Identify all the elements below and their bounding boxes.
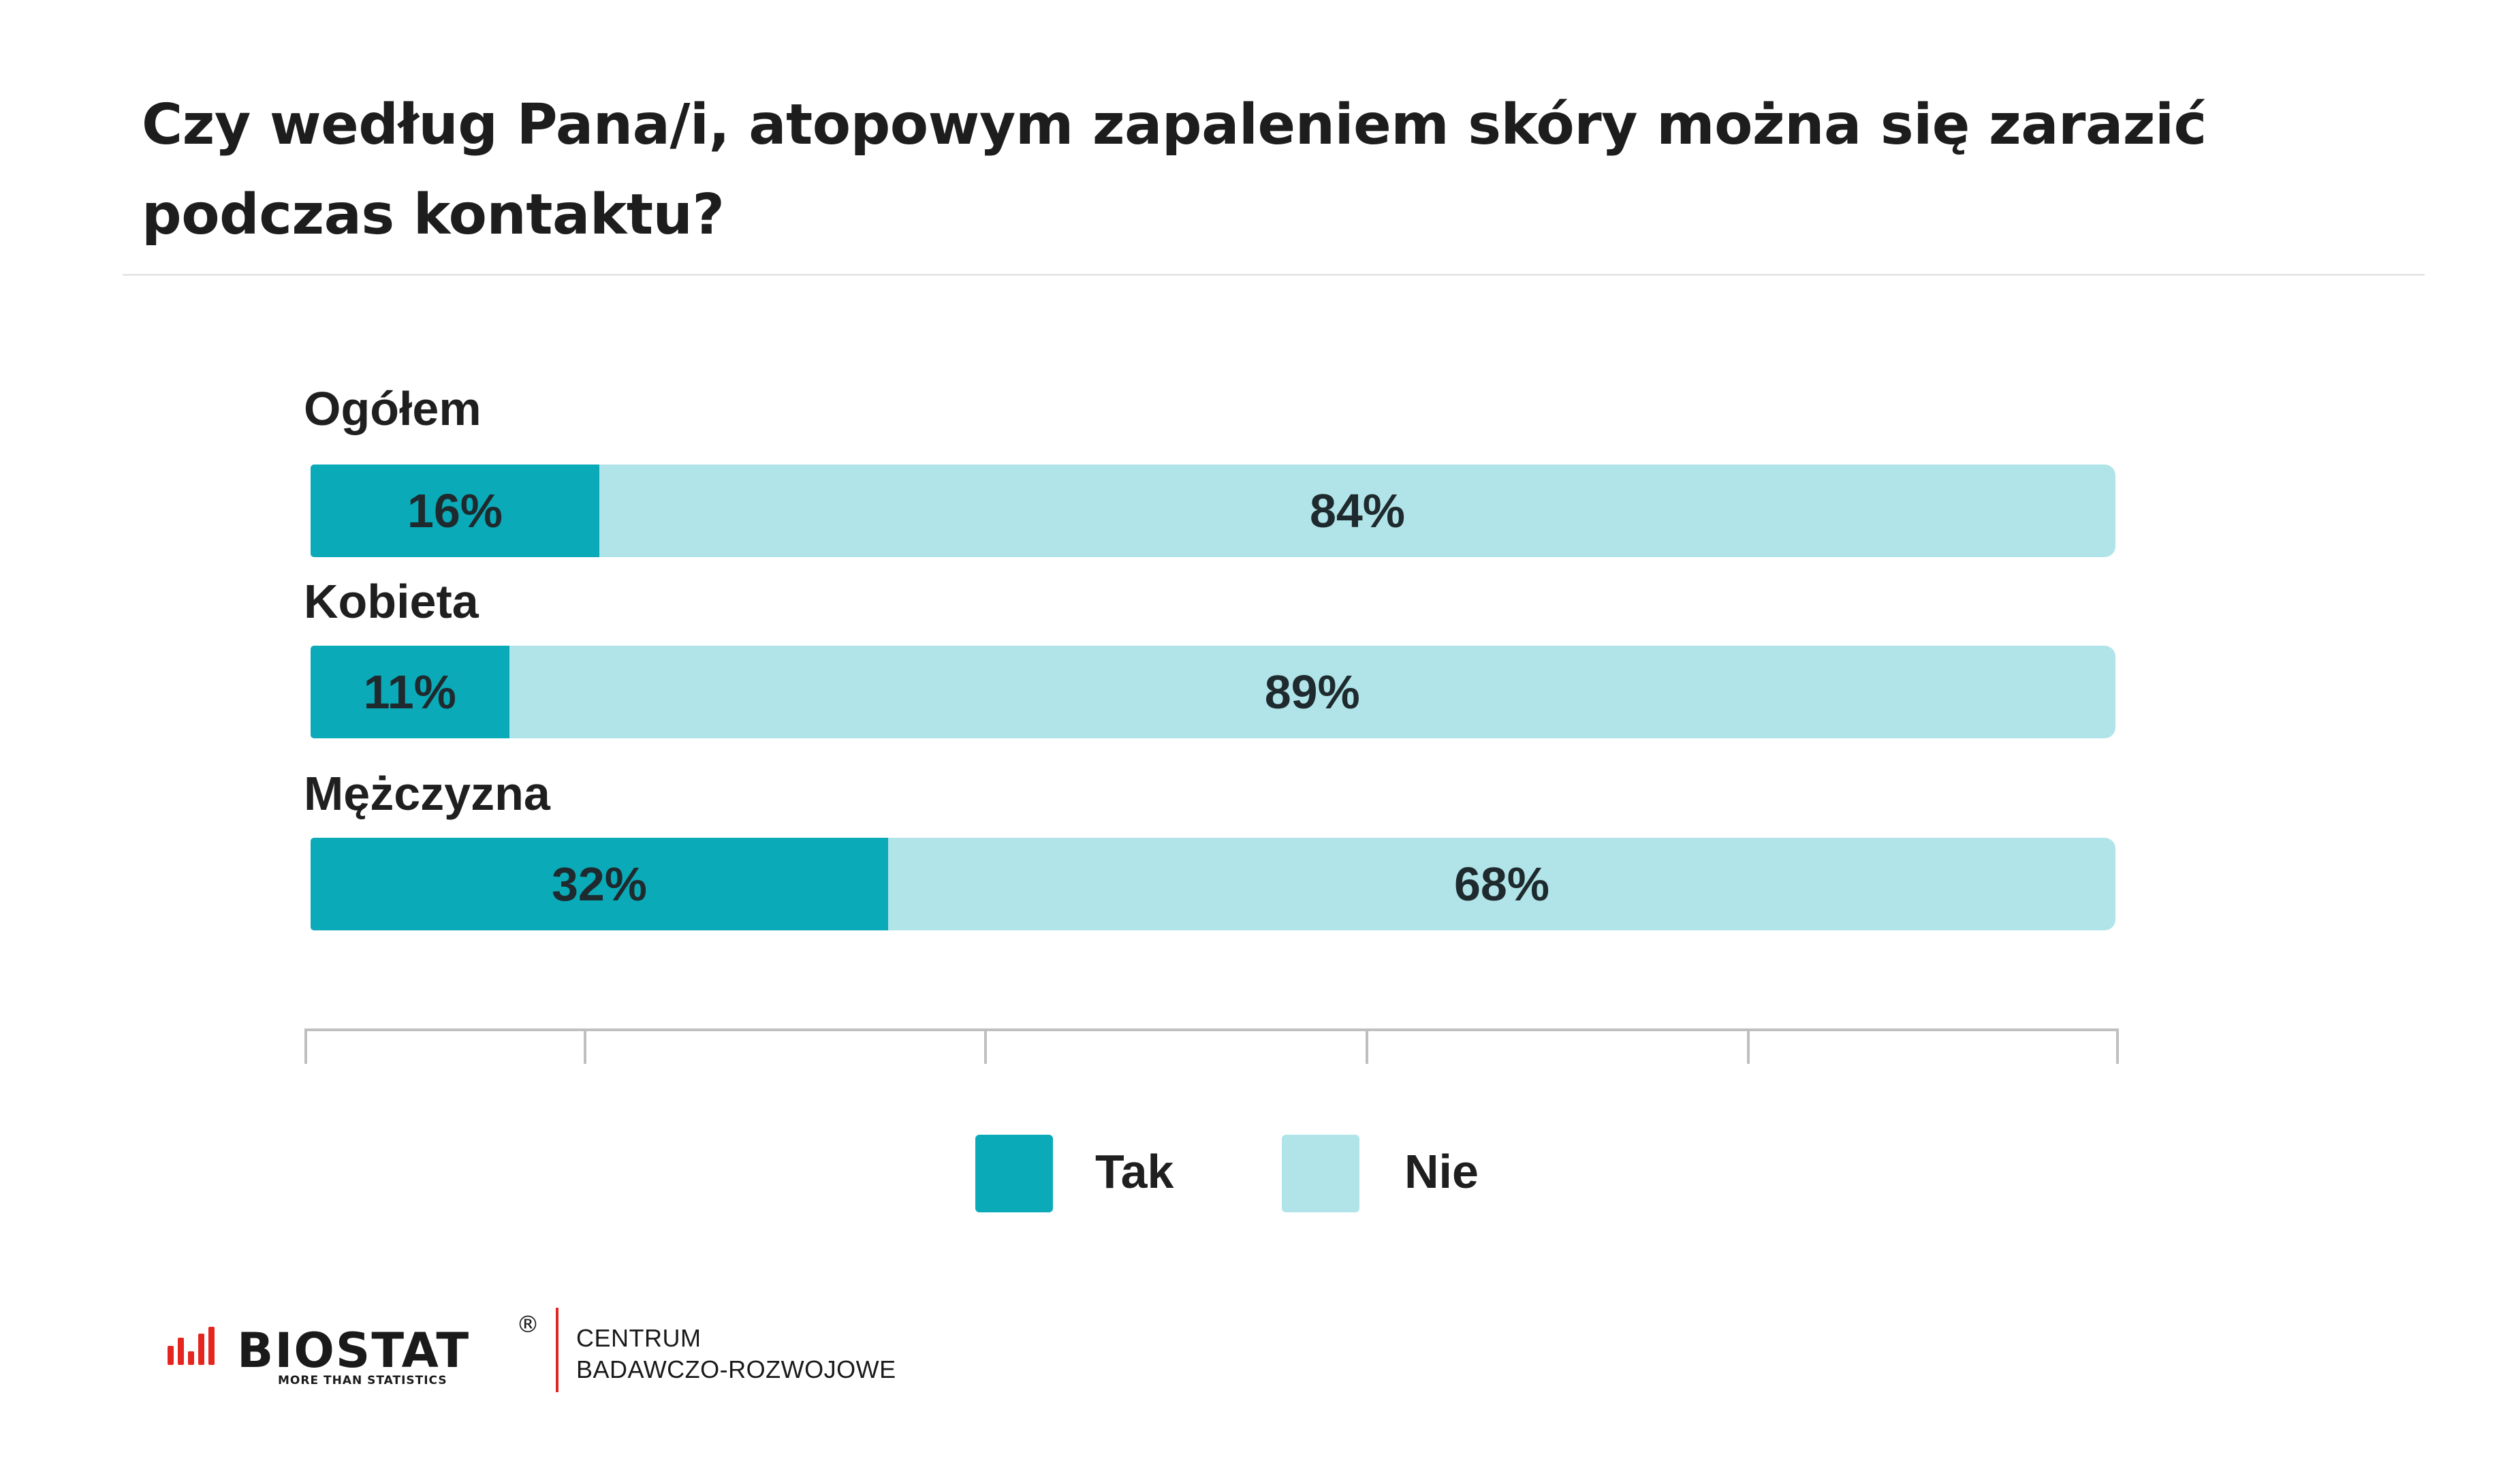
x-axis-tick	[1747, 1028, 1750, 1064]
chart-title-line-2: podczas kontaktu?	[142, 183, 725, 247]
org-line-1: CENTRUM	[576, 1324, 702, 1352]
bar-segment-nie: 84%	[599, 465, 2115, 557]
chart-title-line-1: Czy według Pana/i, atopowym zapaleniem s…	[142, 93, 2207, 157]
category-label: Mężczyzna	[304, 767, 550, 820]
org-line-2: BADAWCZO-ROZWOJOWE	[576, 1355, 896, 1383]
category-label: Kobieta	[304, 575, 479, 628]
bar-segment-tak: 32%	[311, 838, 888, 930]
x-axis-tick	[1366, 1028, 1368, 1064]
category-label: Ogółem	[304, 382, 482, 435]
title-divider	[123, 274, 2425, 276]
bars-icon	[168, 1327, 215, 1365]
x-axis-tick	[2116, 1028, 2119, 1064]
logo-separator	[556, 1308, 558, 1392]
bar-segment-nie: 89%	[509, 646, 2115, 738]
legend-label-nie: Nie	[1404, 1145, 1479, 1198]
x-axis-baseline	[304, 1028, 2119, 1031]
bar-segment-tak: 11%	[311, 646, 509, 738]
legend-swatch-tak	[975, 1135, 1053, 1212]
chart-title: Czy według Pana/i, atopowym zapaleniem s…	[142, 80, 2389, 260]
brand-tagline: MORE THAN STATISTICS	[278, 1374, 447, 1387]
legend-label-tak: Tak	[1095, 1145, 1174, 1198]
x-axis-tick	[584, 1028, 586, 1064]
legend-swatch-nie	[1282, 1135, 1359, 1212]
x-axis-tick	[984, 1028, 987, 1064]
brand-name: BIOSTAT	[237, 1323, 471, 1379]
bar-segment-tak: 16%	[311, 465, 599, 557]
registered-mark: ®	[516, 1311, 539, 1338]
bar-segment-nie: 68%	[888, 838, 2115, 930]
x-axis-tick	[304, 1028, 307, 1064]
